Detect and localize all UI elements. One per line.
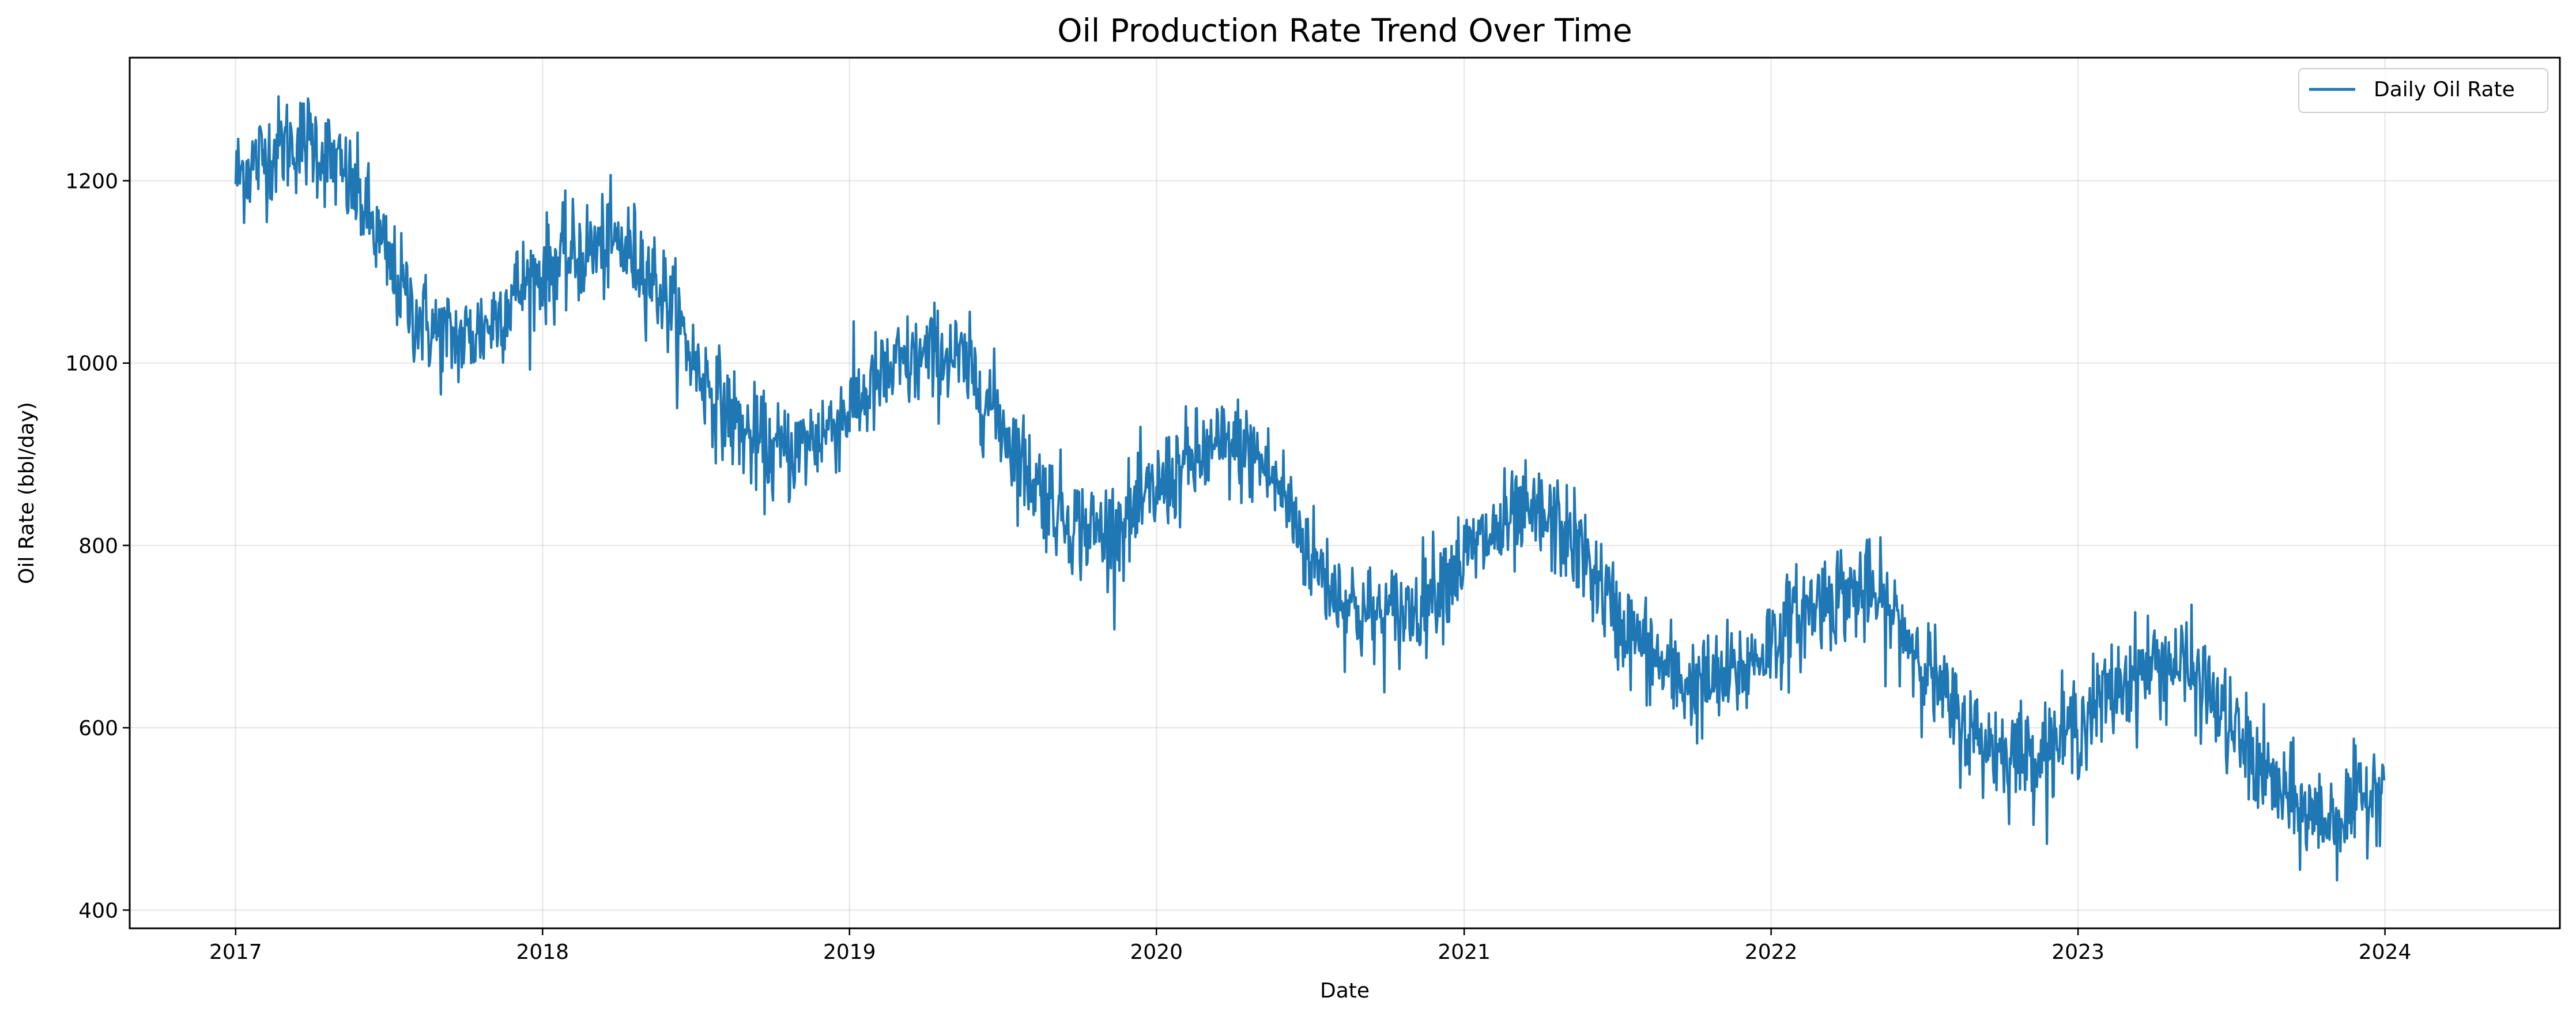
- plot-frame: [129, 57, 2561, 929]
- x-axis-ticks: 2017 2018 2019 2020 2021 2022 2023 2024: [209, 928, 2411, 964]
- grid: [130, 58, 2560, 928]
- series-layer: [234, 95, 2386, 882]
- y-tick-label: 1200: [65, 170, 118, 193]
- x-tick-label: 2018: [516, 940, 569, 964]
- series-line-daily-oil-rate: [234, 95, 2386, 882]
- y-axis-label: Oil Rate (bbl/day): [15, 402, 39, 584]
- y-axis-ticks: 400 600 800 1000 1200: [65, 170, 130, 923]
- x-tick-label: 2024: [2359, 940, 2412, 964]
- x-axis-label: Date: [1320, 979, 1370, 1003]
- x-tick-label: 2019: [823, 940, 876, 964]
- y-tick-label: 400: [78, 899, 118, 923]
- y-tick-label: 800: [78, 535, 118, 558]
- legend-box: [2298, 68, 2548, 113]
- y-tick-label: 1000: [65, 352, 118, 376]
- legend: Daily Oil Rate: [2298, 68, 2548, 113]
- x-tick-label: 2021: [1438, 940, 1491, 964]
- x-tick-label: 2020: [1130, 940, 1183, 964]
- y-tick-label: 600: [78, 717, 118, 740]
- chart-title: Oil Production Rate Trend Over Time: [1057, 12, 1632, 49]
- x-tick-label: 2022: [1745, 940, 1798, 964]
- x-tick-label: 2023: [2051, 940, 2104, 964]
- x-tick-label: 2017: [209, 940, 262, 964]
- legend-label-daily-oil-rate: Daily Oil Rate: [2374, 78, 2515, 101]
